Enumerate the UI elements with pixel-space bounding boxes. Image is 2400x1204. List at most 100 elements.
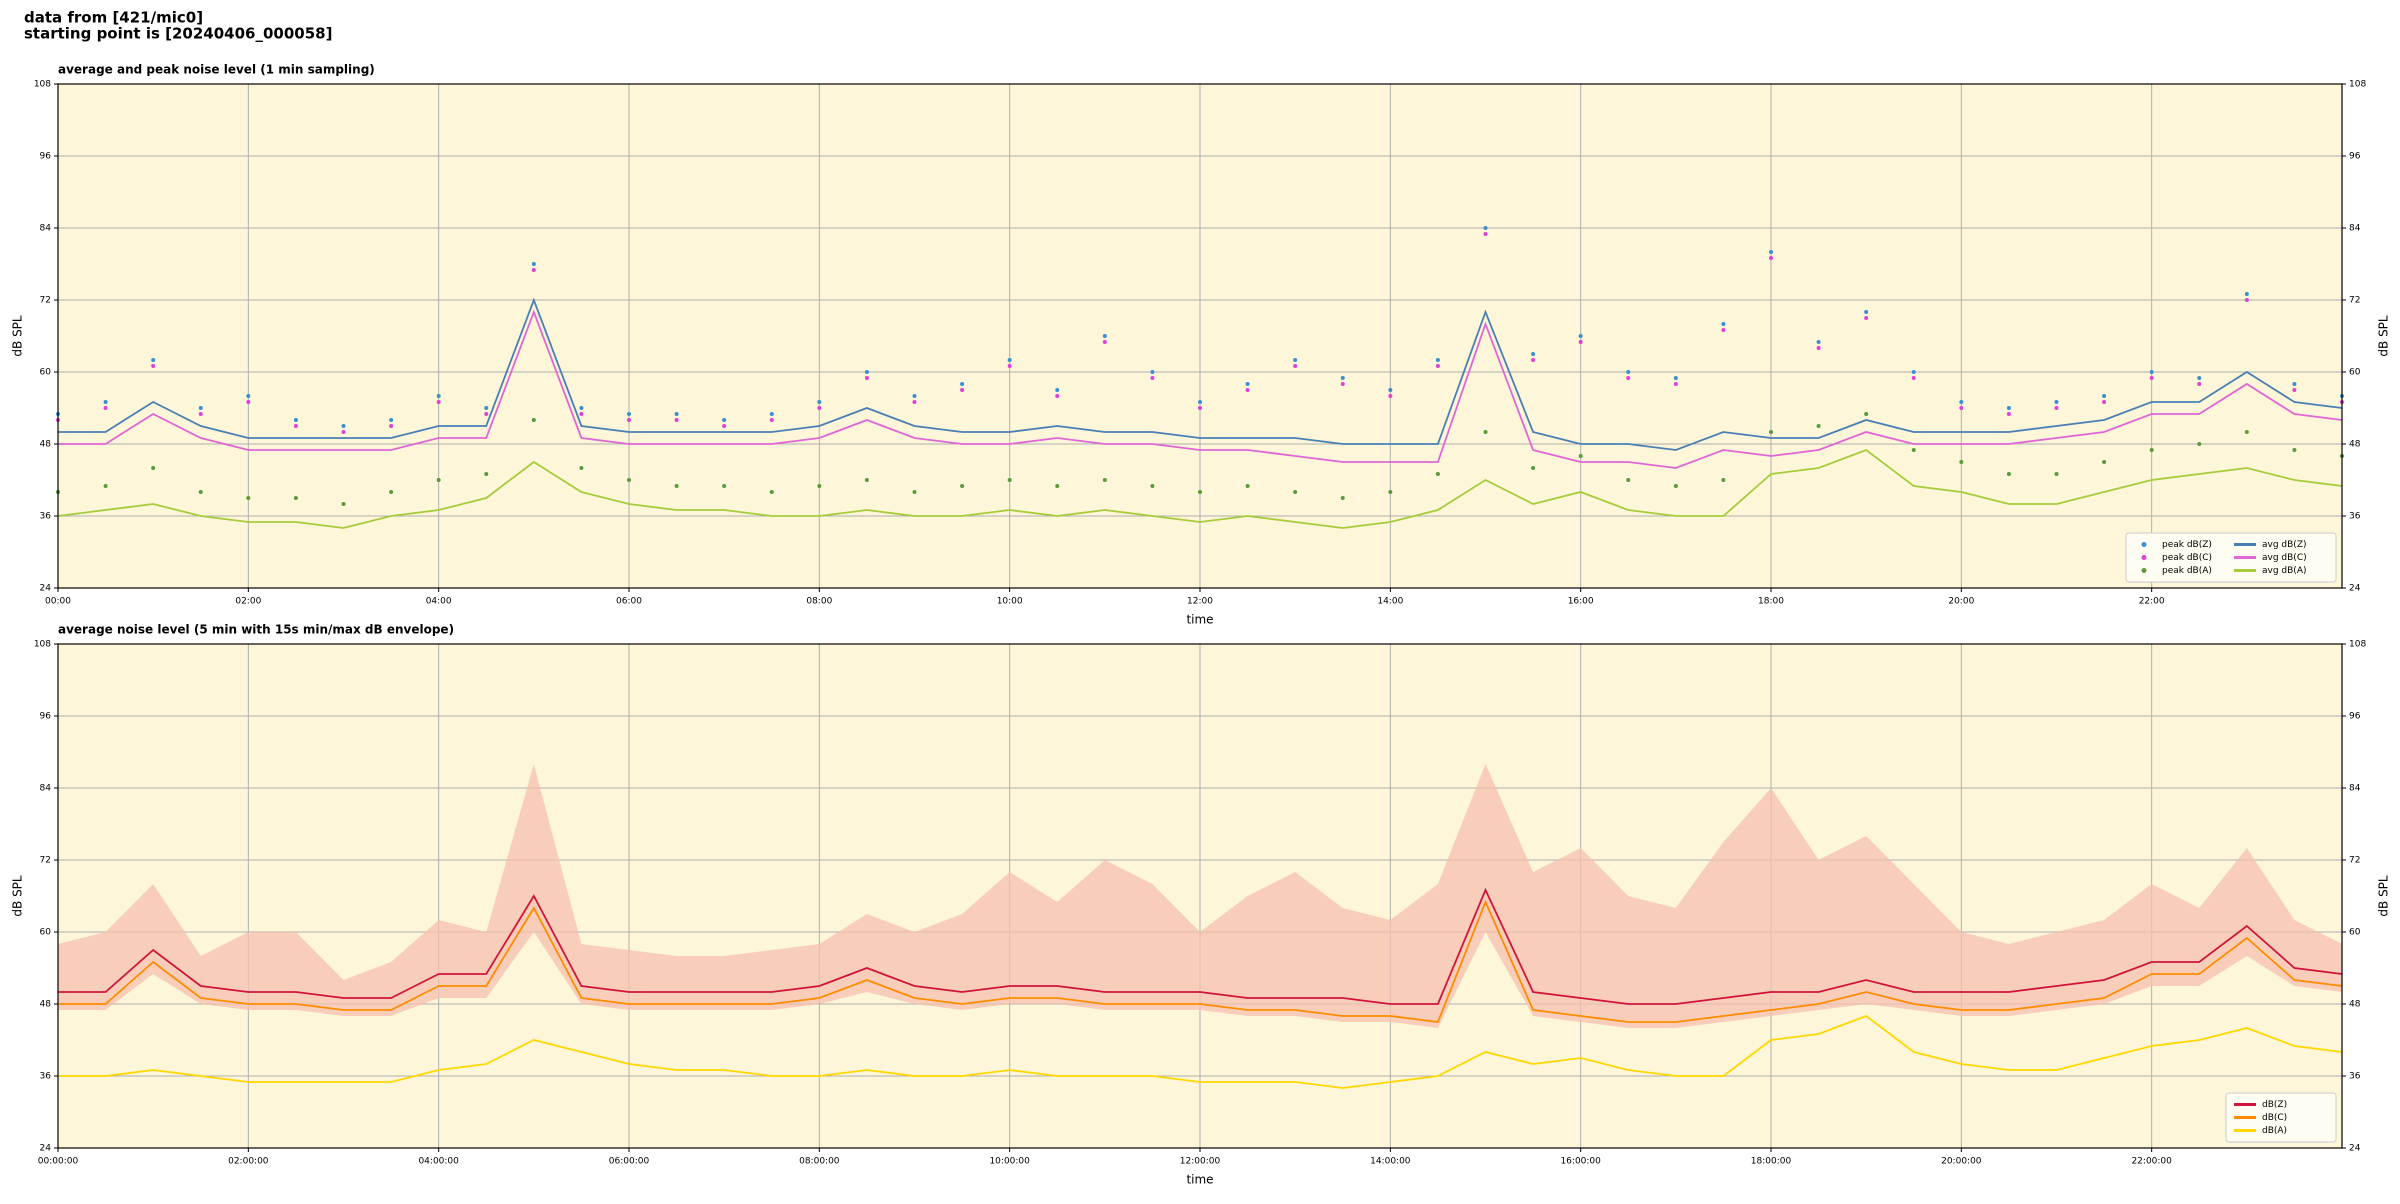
peak-point <box>2197 442 2202 446</box>
y-tick-label: 72 <box>40 296 51 306</box>
peak-point <box>1673 376 1678 380</box>
peak-point <box>1245 484 1250 488</box>
peak-point <box>103 400 108 404</box>
peak-point <box>1911 376 1916 380</box>
x-tick-label: 12:00:00 <box>1180 1157 1221 1167</box>
peak-point <box>1340 382 1345 386</box>
peak-point <box>103 406 108 410</box>
y-tick-label: 84 <box>2349 224 2361 234</box>
y-tick-label: 24 <box>2349 1144 2361 1154</box>
legend-label: peak dB(C) <box>2162 553 2212 563</box>
peak-point <box>1293 490 1298 494</box>
x-tick-label: 16:00:00 <box>1560 1157 1601 1167</box>
peak-point <box>2102 400 2107 404</box>
x-tick-label: 04:00:00 <box>418 1157 459 1167</box>
peak-point <box>722 484 727 488</box>
peak-point <box>531 418 536 422</box>
peak-point <box>1626 370 1631 374</box>
peak-point <box>769 418 774 422</box>
legend-label: dB(A) <box>2262 1126 2287 1136</box>
x-tick-label: 14:00:00 <box>1370 1157 1411 1167</box>
plot-frame <box>57 643 2343 1149</box>
peak-point <box>1435 472 1440 476</box>
x-tick-label: 00:00 <box>45 597 71 607</box>
y-tick-label: 48 <box>2349 1000 2361 1010</box>
peak-point <box>627 478 631 482</box>
peak-point <box>151 466 156 470</box>
peak-point <box>1769 256 1773 260</box>
peak-point <box>1816 340 1821 344</box>
chart-title: average and peak noise level (1 min samp… <box>58 63 375 77</box>
x-axis-label: time <box>1186 1173 1213 1187</box>
y-tick-label: 72 <box>2349 296 2360 306</box>
peak-point <box>484 412 489 416</box>
peak-point <box>1198 490 1202 494</box>
y-tick-label: 108 <box>34 640 51 650</box>
x-tick-label: 08:00:00 <box>799 1157 840 1167</box>
peak-point <box>436 478 441 482</box>
peak-point <box>389 418 394 422</box>
peak-point <box>1959 400 1964 404</box>
peak-point <box>2006 472 2011 476</box>
peak-point <box>341 424 346 428</box>
plot-frame <box>57 83 2343 589</box>
peak-point <box>2197 376 2202 380</box>
peak-point <box>2149 376 2154 380</box>
y-tick-label: 36 <box>2349 1072 2361 1082</box>
peak-point <box>293 418 298 422</box>
peak-point <box>864 376 869 380</box>
series-line <box>58 1014 2343 1089</box>
legend-label: avg dB(C) <box>2262 553 2307 563</box>
peak-point <box>1626 376 1631 380</box>
peak-point <box>2102 394 2107 398</box>
peak-point <box>1959 406 1964 410</box>
y-tick-label: 60 <box>2349 928 2361 938</box>
peak-point <box>1388 388 1393 392</box>
peak-point <box>1483 232 1488 236</box>
x-tick-label: 00:00:00 <box>38 1157 79 1167</box>
y-tick-label: 48 <box>2349 440 2361 450</box>
header-line: starting point is [20240406_000058] <box>24 25 332 43</box>
legend-label: avg dB(Z) <box>2262 540 2307 550</box>
series-line <box>58 887 2343 1005</box>
peak-point <box>1340 376 1345 380</box>
legend-marker <box>2141 568 2147 573</box>
peak-point <box>1531 352 1536 356</box>
peak-point <box>864 478 869 482</box>
peak-point <box>1816 346 1821 350</box>
y-tick-label: 36 <box>40 1072 52 1082</box>
peak-point <box>198 406 203 410</box>
peak-point <box>1245 388 1250 392</box>
x-tick-label: 18:00:00 <box>1751 1157 1792 1167</box>
peak-point <box>912 394 917 398</box>
peak-point <box>1531 466 1536 470</box>
peak-point <box>341 502 346 506</box>
peak-point <box>2149 370 2154 374</box>
peak-point <box>531 268 536 272</box>
series-line <box>58 309 2343 469</box>
y-tick-label: 24 <box>40 584 52 594</box>
peak-point <box>293 496 298 500</box>
peak-point <box>2006 406 2011 410</box>
peak-point <box>674 418 679 422</box>
peak-point <box>1721 328 1726 332</box>
peak-point <box>627 412 631 416</box>
peak-point <box>817 400 822 404</box>
legend-label: peak dB(Z) <box>2162 540 2212 550</box>
peak-point <box>2149 448 2154 452</box>
y-tick-label: 24 <box>2349 584 2361 594</box>
y-tick-label: 48 <box>40 1000 52 1010</box>
x-tick-label: 22:00 <box>2139 597 2165 607</box>
peak-point <box>1293 364 1298 368</box>
y-tick-label: 72 <box>40 856 51 866</box>
peak-point <box>246 496 251 500</box>
peak-point <box>2054 472 2059 476</box>
peak-point <box>960 484 965 488</box>
series-line <box>58 899 2343 1023</box>
peak-point <box>2292 382 2297 386</box>
peak-point <box>1102 340 1107 344</box>
peak-point <box>1769 250 1773 254</box>
peak-point <box>1864 316 1869 320</box>
